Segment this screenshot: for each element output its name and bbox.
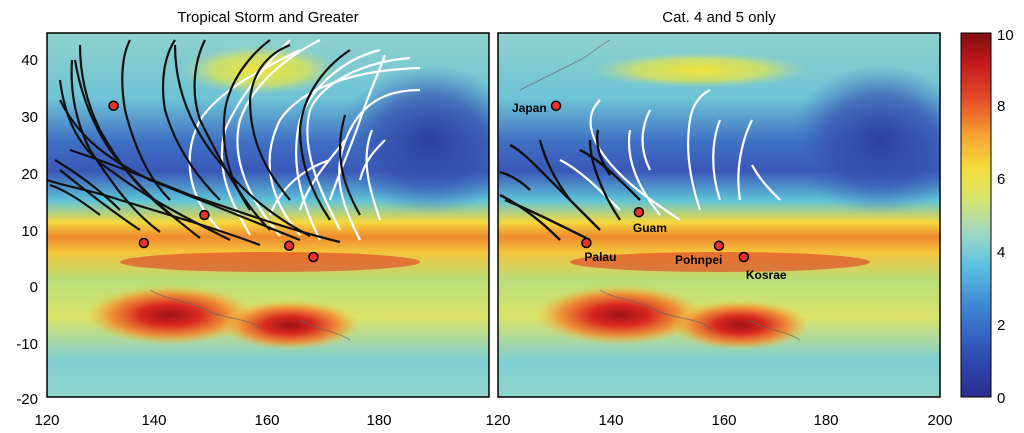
left-black-tracks <box>47 39 361 247</box>
left-plot-frame <box>46 32 490 398</box>
y-tick-label: 10 <box>21 223 38 240</box>
location-marker-palau <box>581 237 592 249</box>
x-tick-label: 180 <box>813 412 838 429</box>
right-yellow-band <box>590 52 810 88</box>
y-tick-label: 40 <box>21 52 38 69</box>
colorbar-tick-label: 0 <box>997 390 1005 407</box>
y-tick-label: 30 <box>21 109 38 126</box>
right-x-axis-tick-labels: 120 140 160 180 200 <box>485 412 952 429</box>
colorbar-tick-label: 4 <box>997 244 1005 261</box>
x-tick-label: 160 <box>254 412 279 429</box>
japan-coastline <box>519 39 611 91</box>
colorbar: 10 8 6 4 2 0 <box>960 27 1014 407</box>
right-coastline <box>599 289 801 341</box>
x-tick-label: 140 <box>598 412 623 429</box>
left-hotspot-east <box>220 300 360 350</box>
location-marker-pohnpei <box>713 240 725 252</box>
y-tick-label: -20 <box>16 391 38 408</box>
location-label-pohnpei: Pohnpei <box>675 253 722 267</box>
location-marker-japan <box>550 100 562 112</box>
colorbar-tick-labels: 10 8 6 4 2 0 <box>997 27 1014 407</box>
x-tick-label: 160 <box>711 412 736 429</box>
x-tick-label: 120 <box>34 412 59 429</box>
location-label-palau: Palau <box>584 250 616 264</box>
y-tick-label: -10 <box>16 336 38 353</box>
right-hotspot-east <box>670 300 810 350</box>
right-map-panel: Cat. 4 and 5 only 120 140 160 180 200 Ja… <box>485 9 952 429</box>
colorbar-tick-label: 6 <box>997 171 1005 188</box>
y-axis-tick-labels: 40 30 20 10 0 -10 -20 <box>16 52 38 408</box>
y-tick-label: 20 <box>21 166 38 183</box>
right-black-tracks <box>499 129 641 242</box>
location-marker-kosrae <box>738 251 750 263</box>
left-panel-title: Tropical Storm and Greater <box>177 9 358 26</box>
x-tick-label: 200 <box>927 412 952 429</box>
right-location-markers: Japan Guam Palau Pohnpei Kosrae <box>512 100 787 282</box>
left-map-panel: Tropical Storm and Greater 40 30 20 10 0… <box>16 9 490 429</box>
left-white-tracks <box>188 39 421 241</box>
colorbar-tick-label: 2 <box>997 317 1005 334</box>
location-label-japan: Japan <box>512 101 547 115</box>
y-tick-label: 0 <box>30 279 38 296</box>
location-marker-guam <box>633 206 645 218</box>
colorbar-gradient <box>960 32 992 398</box>
location-marker <box>308 251 319 263</box>
right-hotspot-west <box>535 285 705 345</box>
left-coastline <box>149 289 351 341</box>
location-label-guam: Guam <box>633 221 667 235</box>
x-tick-label: 120 <box>485 412 510 429</box>
left-itcz-band <box>120 252 420 272</box>
location-label-kosrae: Kosrae <box>746 268 787 282</box>
location-marker <box>199 209 210 221</box>
right-low-area <box>790 65 940 215</box>
left-hotspot-west <box>85 285 255 345</box>
colorbar-tick-label: 8 <box>997 98 1005 115</box>
left-location-markers <box>108 100 319 263</box>
right-plot-frame <box>497 32 941 398</box>
location-marker <box>138 237 150 249</box>
location-marker <box>283 240 295 252</box>
right-panel-title: Cat. 4 and 5 only <box>662 9 776 26</box>
right-itcz-band <box>570 252 870 272</box>
x-tick-label: 140 <box>141 412 166 429</box>
x-tick-label: 180 <box>366 412 391 429</box>
location-marker <box>108 100 119 112</box>
left-x-axis-tick-labels: 120 140 160 180 <box>34 412 391 429</box>
right-white-tracks <box>559 89 781 221</box>
colorbar-tick-label: 10 <box>997 27 1014 44</box>
left-low-area <box>340 65 489 215</box>
